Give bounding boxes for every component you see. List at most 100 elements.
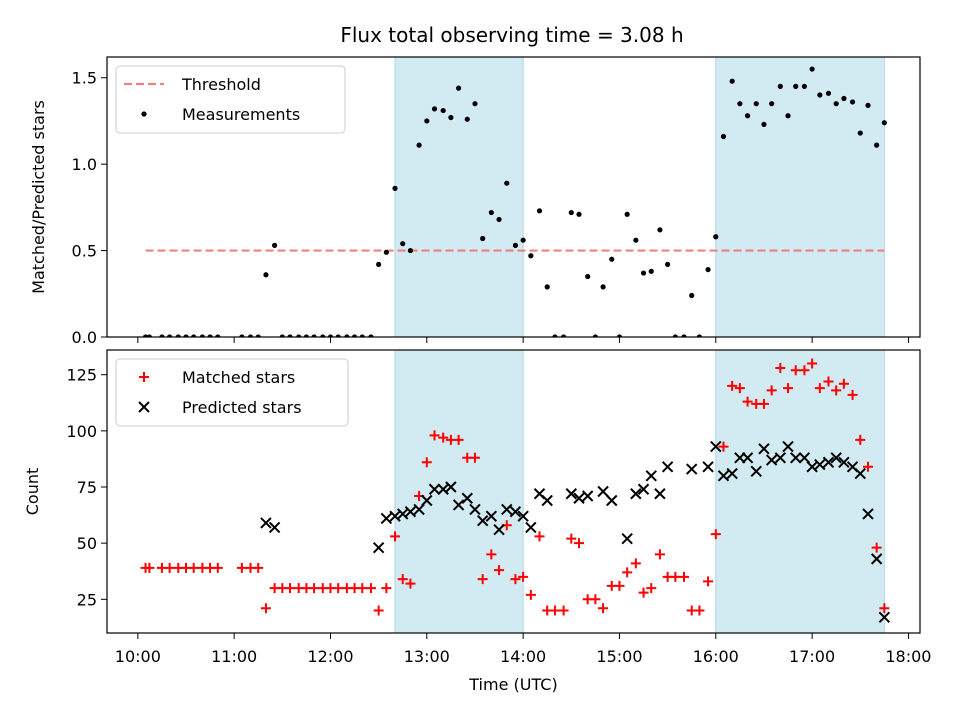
data-point-shape	[469, 503, 481, 516]
data-point-shape	[630, 488, 642, 500]
count-panel: 25 50 75 100 125 10:00 11:00 12:00 13:00 14:00 15:…	[23, 349, 931, 694]
data-point	[857, 130, 863, 136]
data-point-shape	[477, 574, 488, 585]
data-point-shape	[581, 490, 594, 502]
data-point	[400, 241, 406, 247]
data-point	[552, 334, 558, 337]
data-point	[862, 508, 874, 520]
data-point-shape	[870, 553, 883, 565]
data-point	[380, 512, 393, 525]
data-point-shape	[727, 380, 738, 391]
data-point	[782, 440, 794, 453]
data-point-shape	[766, 385, 777, 396]
data-point	[849, 99, 856, 105]
data-point-shape	[646, 583, 657, 594]
count-x-tick-label: 18:00	[885, 647, 931, 666]
count-x-tick-label: 10:00	[115, 647, 161, 666]
data-point-shape	[518, 571, 529, 582]
data-point-shape	[807, 358, 818, 369]
ratio-y-tick-label: 1.5	[72, 69, 97, 88]
data-point	[865, 102, 871, 108]
data-point-shape	[397, 574, 408, 585]
data-point	[727, 380, 738, 391]
data-point-shape	[381, 583, 392, 594]
data-point-shape	[758, 398, 769, 409]
count-y-tick-label: 25	[77, 590, 97, 609]
data-point	[421, 494, 433, 507]
data-point	[311, 334, 317, 337]
data-point	[833, 101, 839, 107]
data-point-shape	[573, 492, 585, 504]
ratio-legend-swatch	[141, 111, 147, 117]
data-point	[654, 488, 666, 500]
count-series-matched-stars	[140, 358, 890, 616]
data-point	[758, 398, 769, 409]
data-point	[541, 494, 553, 507]
data-point-shape	[164, 562, 175, 573]
data-point	[416, 142, 422, 148]
data-point	[598, 603, 609, 614]
data-point	[381, 583, 392, 594]
data-point	[713, 234, 719, 240]
data-point	[705, 266, 711, 273]
data-point-shape	[838, 378, 849, 389]
data-point	[431, 106, 438, 112]
count-legend-label: Matched stars	[182, 368, 295, 387]
data-point	[407, 247, 414, 254]
data-point	[621, 532, 633, 545]
ratio-plot-area	[142, 57, 887, 337]
data-point	[600, 284, 606, 290]
data-point	[681, 334, 687, 337]
data-point	[520, 237, 526, 243]
data-point	[303, 334, 309, 337]
count-x-tick-label: 12:00	[307, 647, 353, 666]
data-point-shape	[823, 376, 834, 387]
data-point-shape	[445, 481, 457, 493]
data-point	[296, 334, 302, 337]
data-point-shape	[854, 467, 866, 480]
data-point	[536, 208, 543, 214]
data-point	[637, 483, 650, 495]
count-legend-swatch-shape	[138, 401, 150, 413]
data-point	[494, 565, 505, 576]
data-point-shape	[685, 463, 698, 475]
count-legend-swatch	[139, 372, 149, 382]
data-point	[878, 611, 891, 623]
data-point	[440, 107, 446, 114]
data-point	[142, 334, 149, 337]
data-point	[648, 268, 654, 274]
data-point	[670, 571, 681, 582]
data-point	[452, 499, 465, 511]
data-point-shape	[838, 456, 850, 469]
data-point	[496, 216, 502, 223]
data-point	[703, 576, 714, 587]
data-point-shape	[421, 494, 433, 507]
data-point	[405, 578, 416, 589]
data-point-shape	[485, 510, 498, 522]
data-point-shape	[597, 485, 609, 498]
data-point-shape	[144, 562, 155, 573]
data-point	[646, 583, 657, 594]
data-point-shape	[534, 531, 545, 542]
data-point	[775, 362, 786, 373]
data-point	[199, 334, 205, 337]
data-point	[694, 605, 705, 616]
count-legend-label: Predicted stars	[182, 398, 302, 417]
data-point	[544, 284, 550, 290]
data-point	[609, 256, 615, 262]
data-point	[793, 83, 799, 89]
data-point	[753, 101, 759, 107]
data-point-shape	[453, 434, 464, 445]
data-point	[469, 452, 480, 463]
data-point-shape	[814, 383, 825, 394]
data-point	[696, 334, 703, 337]
data-point	[702, 461, 714, 473]
data-point-shape	[549, 605, 560, 616]
data-point	[167, 334, 173, 337]
data-point	[253, 562, 264, 573]
data-point-shape	[775, 362, 786, 373]
data-point	[333, 583, 344, 594]
data-point	[807, 358, 818, 369]
data-point-shape	[741, 452, 754, 464]
count-x-tick-label: 17:00	[789, 647, 835, 666]
